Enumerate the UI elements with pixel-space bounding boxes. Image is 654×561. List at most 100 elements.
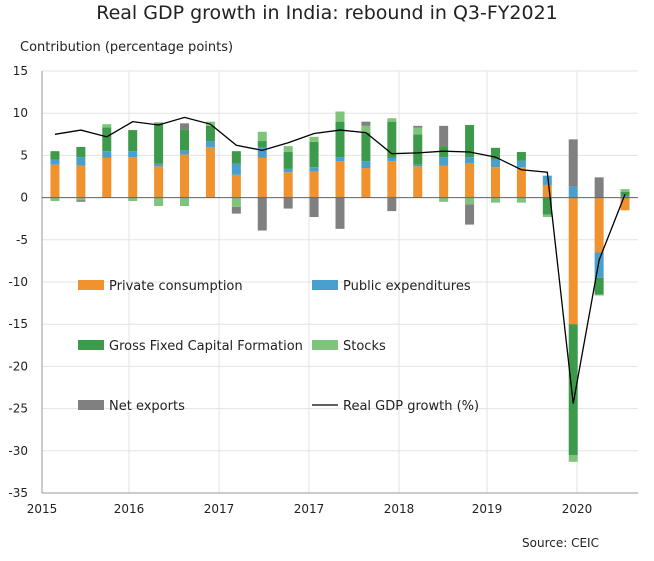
- gdp-line: [54, 116, 626, 404]
- bar-segment: [309, 171, 319, 198]
- x-tick-label: 2016: [114, 502, 145, 516]
- bar-segment: [361, 121, 371, 126]
- bar-segment: [516, 160, 526, 168]
- legend-label: Public expenditures: [343, 279, 471, 294]
- bar-segment: [620, 191, 630, 196]
- bar-segment: [309, 167, 319, 172]
- bar-segment: [490, 197, 500, 203]
- x-tick-label: 2019: [472, 502, 503, 516]
- bar-segment: [568, 324, 578, 456]
- y-tick-label: 15: [13, 64, 28, 78]
- bar-segment: [413, 166, 423, 198]
- legend-swatch: [78, 280, 104, 290]
- chart-title: Real GDP growth in India: rebound in Q3-…: [96, 2, 558, 24]
- bar-segment: [361, 161, 371, 169]
- bar-segment: [361, 125, 371, 133]
- x-tick-label: 2017: [294, 502, 325, 516]
- bar-segment: [413, 127, 423, 135]
- legend-label: Real GDP growth (%): [343, 399, 479, 414]
- bar-segment: [205, 125, 215, 142]
- bar-segment: [283, 197, 293, 209]
- bar-segment: [231, 163, 241, 175]
- bar-segment: [102, 124, 112, 128]
- y-tick-label: -20: [8, 359, 28, 373]
- gdp-growth-line: [54, 116, 626, 404]
- bar-segment: [76, 157, 86, 166]
- bar-segment: [335, 157, 345, 162]
- bar-segment: [128, 130, 138, 152]
- bar-segment: [413, 134, 423, 165]
- bar-segment: [257, 147, 267, 158]
- bar-segment: [205, 141, 215, 147]
- bar-segment: [387, 118, 397, 122]
- y-tick-label: -10: [8, 275, 28, 289]
- bar-segment: [387, 121, 397, 158]
- bar-segment: [154, 197, 164, 207]
- bar-segment: [309, 197, 319, 218]
- bar-segment: [154, 123, 164, 164]
- bar-segment: [180, 197, 190, 207]
- x-tick-label: 2018: [384, 502, 415, 516]
- legend-label: Stocks: [343, 339, 386, 354]
- legend-swatch: [312, 280, 338, 290]
- bar-segment: [516, 167, 526, 198]
- bar-segment: [413, 125, 423, 128]
- bar-segment: [257, 197, 267, 231]
- bar-segment: [594, 252, 604, 278]
- bar-segment: [465, 125, 475, 158]
- bar-segment: [568, 455, 578, 462]
- legend-label: Private consumption: [109, 279, 243, 294]
- bar-segment: [542, 214, 552, 218]
- y-tick-label: 10: [13, 106, 28, 120]
- bars: [50, 111, 630, 462]
- y-tick-label: -15: [8, 317, 28, 331]
- y-tick-label: -30: [8, 444, 28, 458]
- bar-segment: [309, 136, 319, 142]
- bar-segment: [568, 186, 578, 198]
- bar-segment: [102, 127, 112, 152]
- axes: 15 10 5 0 -5 -10 -15 -20 -25 -30 -35 2015 2016 2017 20…: [8, 64, 638, 516]
- bar-segment: [76, 146, 86, 158]
- bar-segment: [309, 141, 319, 168]
- bar-segment: [50, 151, 60, 160]
- legend-swatch: [312, 340, 338, 350]
- bar-segment: [387, 161, 397, 198]
- bar-segment: [128, 197, 138, 201]
- bar-segment: [361, 168, 371, 198]
- bar-segment: [465, 163, 475, 198]
- bar-segment: [102, 151, 112, 158]
- source-note: Source: CEIC: [522, 536, 599, 550]
- bar-segment: [283, 146, 293, 153]
- bar-segment: [154, 163, 164, 167]
- x-tick-label: 2015: [27, 502, 58, 516]
- bar-segment: [128, 151, 138, 158]
- bar-segment: [283, 152, 293, 169]
- y-tick-label: 5: [20, 148, 28, 162]
- bar-segment: [439, 125, 449, 147]
- bar-segment: [568, 139, 578, 187]
- bar-segment: [335, 197, 345, 229]
- bar-segment: [594, 197, 604, 253]
- bar-segment: [50, 159, 60, 165]
- legend-label: Gross Fixed Capital Formation: [109, 339, 303, 354]
- bar-segment: [180, 150, 190, 155]
- bar-segment: [154, 166, 164, 198]
- bar-segment: [180, 123, 190, 130]
- bar-segment: [594, 294, 604, 296]
- bar-segment: [620, 195, 630, 198]
- bar-segment: [231, 174, 241, 198]
- bar-segment: [439, 157, 449, 166]
- x-tick-label: 2020: [562, 502, 593, 516]
- legend-swatch: [78, 340, 104, 350]
- bar-segment: [465, 157, 475, 163]
- bar-segment: [542, 175, 552, 185]
- bar-segment: [231, 151, 241, 164]
- bar-segment: [257, 131, 267, 142]
- bar-segment: [76, 200, 86, 202]
- bar-segment: [128, 157, 138, 198]
- bar-segment: [594, 277, 604, 295]
- y-tick-label: -35: [8, 486, 28, 500]
- bar-segment: [516, 197, 526, 203]
- bar-segment: [516, 152, 526, 161]
